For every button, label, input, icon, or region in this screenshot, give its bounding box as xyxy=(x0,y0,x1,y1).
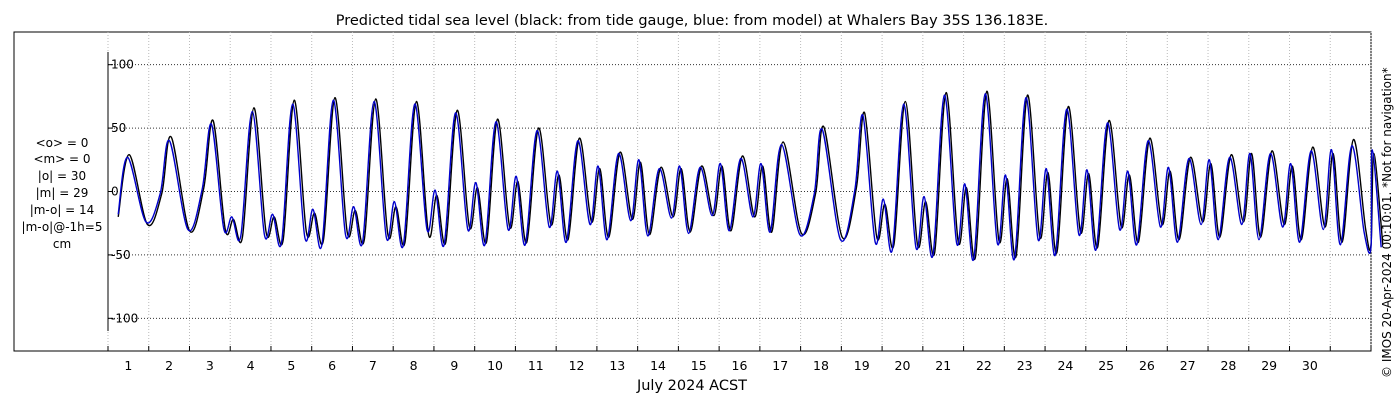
y-tick-label: 100 xyxy=(111,58,134,72)
x-tick-label: 4 xyxy=(247,358,255,373)
y-tick-label: -100 xyxy=(111,311,138,325)
x-tick-label: 9 xyxy=(450,358,458,373)
x-tick-label: 18 xyxy=(813,358,829,373)
x-tick-label: 27 xyxy=(1180,358,1196,373)
x-tick-label: 23 xyxy=(1017,358,1033,373)
x-tick-label: 10 xyxy=(487,358,503,373)
x-axis-label: July 2024 ACST xyxy=(636,378,747,394)
x-tick-label: 25 xyxy=(1098,358,1114,373)
y-tick-label: 50 xyxy=(111,121,126,135)
x-tick-label: 26 xyxy=(1139,358,1155,373)
x-tick-label: 2 xyxy=(165,358,173,373)
x-tick-label: 20 xyxy=(895,358,911,373)
stat-abs-diff: |m-o| = 14 xyxy=(30,203,95,217)
stat-mean-model: <m> = 0 xyxy=(33,152,90,166)
x-tick-label: 5 xyxy=(287,358,295,373)
x-tick-label: 13 xyxy=(609,358,625,373)
y-axis-ticks: -100 -50 0 50 100 xyxy=(108,58,138,325)
credit-text: © IMOS 20-Apr-2024 00:10:01. *Not for na… xyxy=(1380,67,1394,378)
x-axis-ticks: 1 2 3 4 5 6 7 8 9 10 11 12 13 14 15 16 17 18 19 20 21 22 23 24 2… xyxy=(107,346,1372,373)
x-tick-label: 19 xyxy=(854,358,870,373)
stat-abs-diff-lag: |m-o|@-1h=5 xyxy=(22,220,103,234)
stat-mean-obs: <o> = 0 xyxy=(36,136,89,150)
x-tick-label: 3 xyxy=(206,358,214,373)
stats-box: <o> = 0 <m> = 0 |o| = 30 |m| = 29 |m-o| … xyxy=(22,136,103,251)
x-tick-label: 17 xyxy=(772,358,788,373)
stat-unit: cm xyxy=(53,237,71,251)
x-tick-label: 24 xyxy=(1057,358,1073,373)
y-tick-label: -50 xyxy=(111,248,131,262)
y-tick-label: 0 xyxy=(111,185,119,199)
x-tick-label: 12 xyxy=(569,358,585,373)
x-tick-label: 21 xyxy=(935,358,951,373)
x-tick-label: 28 xyxy=(1220,358,1236,373)
chart-title: Predicted tidal sea level (black: from t… xyxy=(336,13,1049,29)
y-gridlines xyxy=(108,64,1371,319)
x-tick-label: 6 xyxy=(328,358,336,373)
stat-abs-model: |m| = 29 xyxy=(36,186,89,200)
x-tick-label: 15 xyxy=(691,358,707,373)
x-tick-label: 29 xyxy=(1261,358,1277,373)
x-tick-label: 30 xyxy=(1302,358,1318,373)
x-tick-label: 7 xyxy=(369,358,377,373)
series-model-line xyxy=(117,93,1382,262)
x-tick-label: 8 xyxy=(410,358,418,373)
x-tick-label: 11 xyxy=(528,358,544,373)
x-tick-label: 22 xyxy=(976,358,992,373)
x-tick-label: 16 xyxy=(732,358,748,373)
x-tick-label: 14 xyxy=(650,358,666,373)
x-tick-label: 1 xyxy=(124,358,132,373)
series-tide-gauge-line xyxy=(117,90,1384,261)
stat-abs-obs: |o| = 30 xyxy=(38,169,86,183)
